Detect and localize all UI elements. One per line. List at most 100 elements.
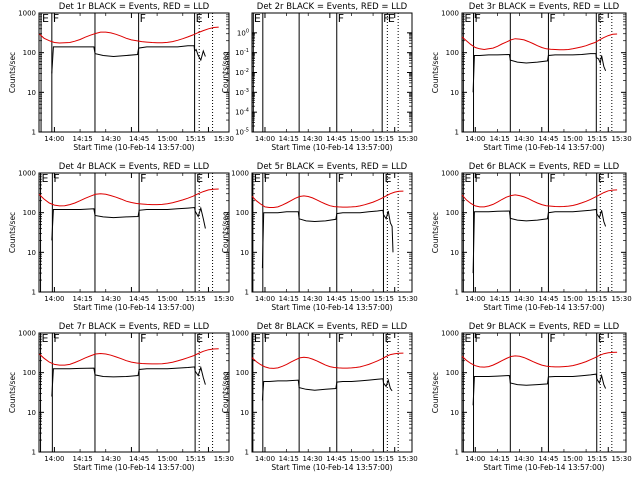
y-tick-label: 1000 <box>231 170 249 178</box>
x-tick-label: 15:00 <box>157 455 177 463</box>
lld-rate-line <box>38 348 219 366</box>
y-tick-label: 1 <box>455 129 459 137</box>
lld-rate-line <box>251 352 404 369</box>
plot-frame <box>251 332 413 453</box>
x-tick-label: 14:15 <box>279 455 299 463</box>
plot-title: Det 4r BLACK = Events, RED = LLD <box>59 162 210 172</box>
y-tick-label: 1 <box>245 449 249 457</box>
y-tick-label: 100 <box>236 369 249 377</box>
x-tick-label: 15:30 <box>214 455 234 463</box>
plot-title: Det 8r BLACK = Events, RED = LLD <box>257 322 408 332</box>
x-tick-label: 14:30 <box>101 295 121 303</box>
x-tick-label: 14:00 <box>44 455 64 463</box>
y-tick-label: 1000 <box>18 170 36 178</box>
x-tick-label: 14:15 <box>73 135 93 143</box>
y-tick-label: 10 <box>240 409 249 417</box>
x-tick-label: 15:00 <box>563 295 583 303</box>
x-tick-label: 14:00 <box>255 455 275 463</box>
marker-f: F <box>475 332 481 345</box>
marker-e: E <box>464 12 471 25</box>
y-tick-label: 1000 <box>231 330 249 338</box>
plot-title: Det 1r BLACK = Events, RED = LLD <box>59 2 210 12</box>
x-tick-label: 14:45 <box>326 455 346 463</box>
x-tick-label: 14:30 <box>514 295 534 303</box>
marker-f: F <box>53 12 59 25</box>
x-tick-label: 15:30 <box>398 455 418 463</box>
marker-f: F <box>140 12 146 25</box>
marker-e: E <box>196 172 203 185</box>
y-tick-label: 100 <box>446 49 459 57</box>
y-tick-label: 10 <box>450 89 459 97</box>
lld-rate-line <box>461 33 618 51</box>
x-tick-label: 15:30 <box>611 455 631 463</box>
marker-f: F <box>549 172 555 185</box>
plot-title: Det 5r BLACK = Events, RED = LLD <box>257 162 408 172</box>
marker-e: E <box>254 172 261 185</box>
x-tick-label: 14:00 <box>44 295 64 303</box>
x-tick-label: 15:30 <box>214 135 234 143</box>
lld-rate-line <box>38 188 219 207</box>
y-tick-label: 100 <box>446 209 459 217</box>
y-tick-label: 1000 <box>441 170 459 178</box>
x-tick-label: 14:15 <box>73 455 93 463</box>
y-axis-label: Counts/sec <box>8 372 17 413</box>
marker-e: E <box>42 332 49 345</box>
x-tick-label: 14:15 <box>73 295 93 303</box>
y-tick-label: 1 <box>245 289 249 297</box>
x-tick-label: 14:45 <box>129 295 149 303</box>
x-tick-label: 14:15 <box>490 295 510 303</box>
x-axis-label: Start Time (10-Feb-14 13:57:00) <box>271 143 392 152</box>
marker-f: F <box>549 12 555 25</box>
lld-rate-line <box>461 189 618 208</box>
x-tick-label: 14:45 <box>538 135 558 143</box>
y-tick-label: 1 <box>455 449 459 457</box>
x-tick-label: 14:30 <box>101 455 121 463</box>
x-tick-label: 14:45 <box>326 135 346 143</box>
y-tick-label: 1 <box>32 289 36 297</box>
marker-f: F <box>475 172 481 185</box>
events-rate-line <box>472 373 607 406</box>
lld-rate-line <box>461 351 618 368</box>
x-tick-label: 14:30 <box>302 295 322 303</box>
marker-e: E <box>196 332 203 345</box>
y-tick-label: 10 <box>27 89 36 97</box>
y-tick-label: 10 <box>450 249 459 257</box>
marker-e: E <box>254 12 261 25</box>
plot-title: Det 2r BLACK = Events, RED = LLD <box>257 2 408 12</box>
x-tick-label: 15:15 <box>587 295 607 303</box>
plot-frame <box>38 332 230 453</box>
x-axis-label: Start Time (10-Feb-14 13:57:00) <box>483 303 604 312</box>
marker-f: F <box>549 332 555 345</box>
events-rate-line <box>51 206 206 241</box>
y-tick-label: 1 <box>32 449 36 457</box>
plot-frame <box>251 12 413 133</box>
lld-rate-line <box>251 190 404 208</box>
marker-f: F <box>475 12 481 25</box>
plot-frame <box>38 12 230 133</box>
y-axis-label: Counts/sec <box>8 212 17 253</box>
x-tick-label: 14:00 <box>465 455 485 463</box>
plot-frame <box>38 172 230 293</box>
x-tick-label: 15:00 <box>350 455 370 463</box>
y-tick-label: 100 <box>23 49 36 57</box>
plot-title: Det 9r BLACK = Events, RED = LLD <box>469 322 620 332</box>
x-tick-label: 15:15 <box>186 455 206 463</box>
y-tick-label: 1000 <box>441 10 459 18</box>
y-tick-label: 1000 <box>18 330 36 338</box>
x-tick-label: 14:45 <box>326 295 346 303</box>
x-tick-label: 14:15 <box>279 295 299 303</box>
marker-f: F <box>53 332 59 345</box>
x-tick-label: 15:30 <box>214 295 234 303</box>
y-axis-label: Counts/sec <box>431 372 440 413</box>
y-tick-label: 10 <box>27 249 36 257</box>
x-tick-label: 15:00 <box>350 135 370 143</box>
x-tick-label: 14:00 <box>255 295 275 303</box>
x-tick-label: 14:45 <box>538 455 558 463</box>
